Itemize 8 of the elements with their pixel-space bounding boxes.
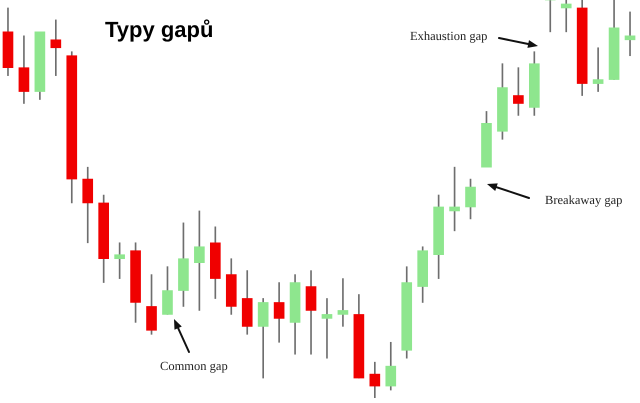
candlestick bbox=[338, 278, 348, 327]
candlestick bbox=[449, 166, 460, 232]
text: Typy gapů bbox=[105, 17, 214, 42]
annotation: Exhaustion gap bbox=[410, 29, 488, 43]
annotation: Breakaway gap bbox=[545, 193, 622, 207]
candlestick bbox=[624, 12, 636, 56]
annotation: Common gap bbox=[160, 359, 228, 373]
candlestick bbox=[322, 298, 332, 359]
